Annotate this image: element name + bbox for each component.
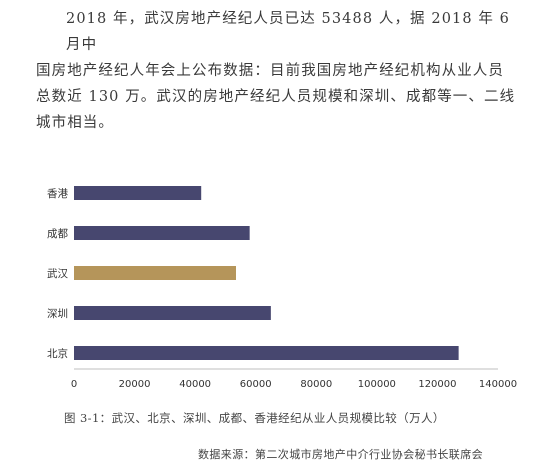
bar-5 bbox=[74, 346, 459, 360]
intro-paragraph: 2018 年，武汉房地产经纪人员已达 53488 人，据 2018 年 6 月中… bbox=[36, 6, 526, 136]
figure-caption: 图 3-1：武汉、北京、深圳、成都、香港经纪从业人员规模比较（万人） bbox=[64, 411, 445, 425]
x-tick-label-7: 120000 bbox=[418, 379, 456, 390]
paragraph-line-3: 总数近 130 万。武汉的房地产经纪人员规模和深圳、成都等一、二线 bbox=[36, 89, 516, 105]
bars-layer bbox=[74, 186, 459, 360]
x-tick-label-1: 0 bbox=[71, 379, 77, 390]
x-tick-label-3: 40000 bbox=[179, 379, 211, 390]
x-axis-ticks: 0 20000 40000 60000 80000 100000 120000 140000 bbox=[71, 379, 517, 390]
category-label-1: 香港 bbox=[47, 188, 68, 200]
bar-4 bbox=[74, 306, 271, 320]
paragraph-line-4: 城市相当。 bbox=[36, 115, 114, 131]
paragraph-line-1: 2018 年，武汉房地产经纪人员已达 53488 人，据 2018 年 6 月中 bbox=[66, 11, 511, 53]
x-tick-label-5: 80000 bbox=[300, 379, 332, 390]
category-label-4: 深圳 bbox=[47, 308, 68, 320]
bar-1 bbox=[74, 186, 202, 200]
category-label-3: 武汉 bbox=[47, 267, 68, 280]
x-tick-label-2: 20000 bbox=[119, 379, 151, 390]
bar-3 bbox=[74, 266, 236, 280]
x-tick-label-8: 140000 bbox=[479, 379, 517, 390]
category-label-5: 北京 bbox=[47, 347, 68, 360]
x-tick-label-4: 60000 bbox=[240, 379, 272, 390]
data-source-note: 数据来源：第二次城市房地产中介行业协会秘书长联席会 bbox=[198, 448, 483, 461]
category-label-2: 成都 bbox=[47, 228, 68, 240]
bar-2 bbox=[74, 226, 250, 240]
paragraph-line-2: 国房地产经纪人年会上公布数据：目前我国房地产经纪机构从业人员 bbox=[36, 63, 504, 79]
x-tick-label-6: 100000 bbox=[358, 379, 396, 390]
